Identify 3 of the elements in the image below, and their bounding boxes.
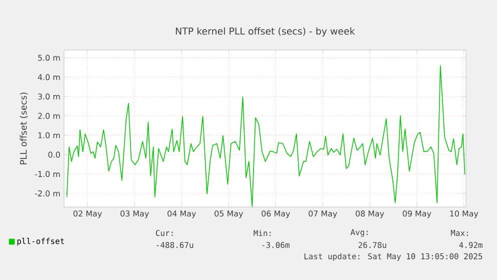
line-series (66, 65, 466, 207)
chart-title: NTP kernel PLL offset (secs) - by week (176, 27, 355, 37)
y-axis-title: PLL offset (secs) (20, 92, 28, 164)
